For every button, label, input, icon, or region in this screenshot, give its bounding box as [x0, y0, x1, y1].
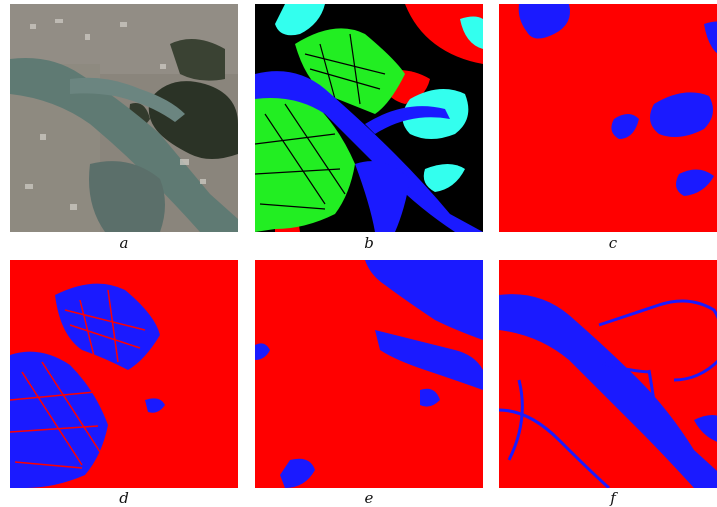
binary-mask-d — [10, 260, 238, 488]
satellite-image — [10, 4, 238, 232]
binary-mask-e — [255, 260, 483, 488]
panel-d-binary-mask — [10, 260, 238, 488]
panel-e-binary-mask — [255, 260, 483, 488]
caption-d: d — [119, 489, 129, 507]
caption-e: e — [364, 489, 374, 507]
panel-a-satellite-image — [10, 4, 238, 232]
binary-mask-c — [499, 4, 717, 232]
caption-c: c — [608, 234, 618, 252]
caption-b: b — [364, 234, 374, 252]
panel-b-classification-map — [255, 4, 483, 232]
classification-map — [255, 4, 483, 232]
panel-c-binary-mask — [499, 4, 717, 232]
panel-f-binary-mask — [499, 260, 717, 488]
caption-a: a — [119, 234, 129, 252]
caption-f: f — [610, 489, 616, 507]
binary-mask-f — [499, 260, 717, 488]
